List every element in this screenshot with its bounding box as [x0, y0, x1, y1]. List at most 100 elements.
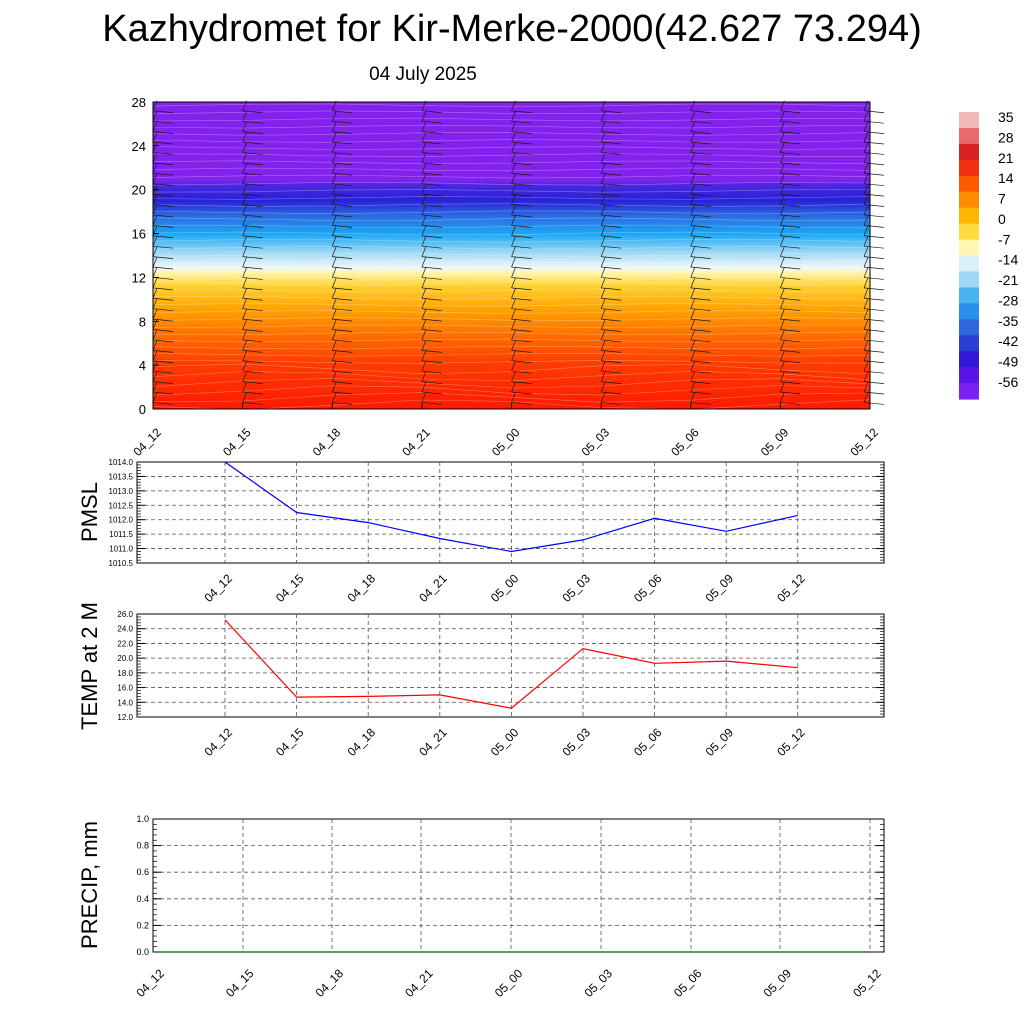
x-tick-label: 04_21 [399, 425, 433, 459]
wind-barb-staff [690, 277, 696, 288]
wind-barb-feather [511, 381, 532, 384]
wind-barb-staff [690, 111, 696, 122]
wind-barb-staff [152, 183, 158, 195]
plot-frame [136, 461, 885, 564]
wind-barb-feather [421, 339, 442, 343]
wind-barb-feather [780, 381, 801, 384]
wind-barb-staff [331, 277, 337, 288]
x-tick-label: 05_03 [559, 571, 593, 605]
wind-barb-feather [601, 287, 622, 291]
x-tick-label: 05_12 [847, 425, 881, 459]
wind-barb-staff [331, 298, 337, 309]
wind-barb-staff [242, 371, 247, 382]
isotherm-line [152, 132, 871, 136]
x-tick-label: 04_12 [201, 725, 235, 759]
wind-barb-feather [780, 120, 801, 124]
isotherm-line [152, 338, 871, 343]
y-tick-label: 14.0 [117, 698, 133, 707]
wind-barb-feather [863, 245, 885, 249]
wind-barb-staff [780, 163, 785, 174]
wind-barb-staff [690, 131, 696, 143]
x-tick-label: 05_09 [758, 425, 792, 459]
wind-barb-feather [690, 308, 711, 312]
wind-barb-staff [152, 246, 158, 257]
wind-barb-staff [690, 173, 696, 184]
wind-barb-staff [690, 142, 696, 153]
wind-barb-feather [242, 183, 263, 187]
wind-barb-feather [601, 245, 622, 249]
wind-barb-feather [242, 277, 263, 280]
wind-barb-staff [690, 225, 696, 236]
wind-barb-staff [600, 152, 606, 163]
wind-barb-staff [421, 277, 427, 288]
wind-barb-staff [421, 142, 427, 153]
wind-barb-feather [780, 183, 801, 187]
wind-barb-staff [780, 277, 785, 288]
wind-barb-staff [863, 361, 869, 372]
wind-barb-staff [780, 194, 785, 205]
isotherm-line [152, 245, 871, 250]
wind-barb-staff [863, 267, 869, 278]
wind-barb-feather [780, 277, 801, 280]
wind-barb-staff [511, 319, 516, 330]
wind-barb-staff [863, 329, 869, 341]
chart-date: 04 July 2025 [369, 64, 477, 85]
wind-barb-feather [863, 402, 885, 405]
wind-barb-staff [152, 131, 158, 143]
wind-barb-feather [511, 339, 532, 343]
wind-barb-staff [331, 225, 337, 236]
isotherm-line [152, 231, 871, 236]
wind-barb-feather [863, 329, 885, 332]
wind-barb-staff [863, 319, 869, 330]
isotherm-line [152, 224, 871, 229]
colorbar-label: -49 [998, 354, 1018, 370]
wind-barb-staff [152, 381, 158, 393]
isotherm-line [152, 260, 871, 264]
y-tick-label: 0.2 [136, 920, 149, 930]
wind-barb-feather [690, 318, 711, 322]
x-tick-label: 04_21 [416, 571, 450, 605]
wind-barb-feather [152, 360, 174, 364]
isotherm-line [152, 146, 871, 150]
isotherm-line [152, 385, 871, 396]
wind-barb-staff [863, 215, 869, 226]
wind-barb-staff [242, 288, 247, 299]
y-tick-label: 1013.0 [109, 487, 134, 496]
wind-barb-feather [421, 235, 442, 239]
x-tick-label: 04_18 [345, 571, 379, 605]
wind-barb-staff [511, 225, 516, 236]
wind-barb-staff [152, 225, 158, 236]
wind-barb-staff [863, 371, 869, 382]
wind-barb-staff [421, 152, 427, 163]
wind-barb-staff [511, 371, 516, 382]
wind-barb-staff [511, 194, 516, 205]
x-tick-label: 05_03 [559, 725, 593, 759]
isotherm-line [152, 360, 871, 364]
wind-barb-feather [601, 349, 622, 353]
wind-barb-feather [601, 152, 622, 155]
wind-barb-staff [600, 194, 606, 205]
wind-barb-staff [152, 329, 158, 341]
wind-barb-staff [152, 215, 158, 226]
y-tick-label: 0.4 [136, 894, 149, 904]
wind-barb-feather [690, 266, 711, 270]
wind-barb-feather [242, 214, 263, 218]
wind-barb-staff [331, 173, 337, 184]
wind-barb-feather [421, 172, 442, 176]
wind-barb-feather [690, 297, 711, 301]
wind-barb-feather [780, 318, 801, 322]
wind-barb-staff [242, 183, 247, 195]
wind-barb-feather [863, 204, 885, 207]
y-tick-label: 18.0 [117, 669, 133, 678]
isotherm-line [152, 217, 871, 222]
wind-barb-feather [601, 297, 622, 301]
wind-barb-staff [690, 204, 696, 216]
wind-barb-feather [511, 204, 532, 207]
x-tick-label: 05_12 [774, 571, 808, 605]
wind-barb-feather [863, 120, 885, 124]
wind-barb-feather [511, 308, 532, 312]
wind-barb-feather [152, 193, 174, 197]
wind-barb-feather [332, 287, 353, 291]
colorbar-label: -42 [998, 333, 1018, 349]
x-tick-label: 05_00 [489, 425, 523, 459]
